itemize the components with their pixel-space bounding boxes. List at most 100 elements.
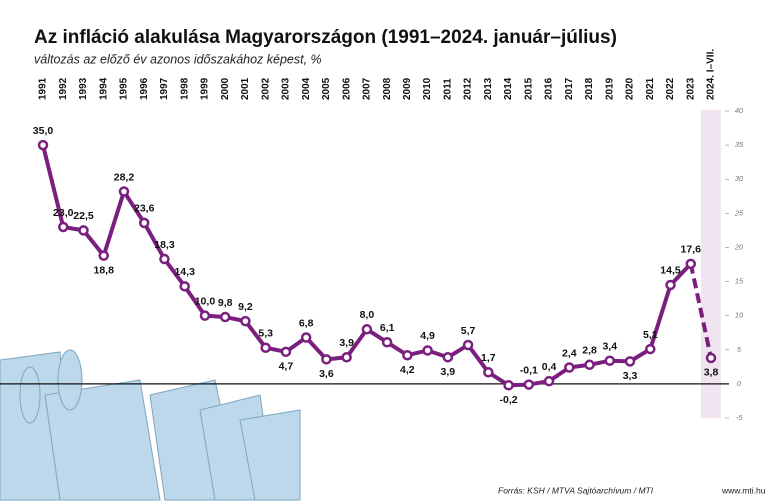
value-label: 8,0 (360, 309, 375, 321)
x-tick-label: 1997 (159, 77, 170, 100)
point (543, 375, 555, 387)
value-label: 5,7 (461, 325, 476, 337)
x-tick-label: 1998 (179, 77, 190, 100)
point (219, 311, 231, 323)
source: Forrás: KSH / MTVA Sajtóarchívum / MTI (498, 485, 654, 495)
value-label: 3,3 (623, 370, 638, 382)
y-tick-label: 20 (734, 242, 744, 251)
point (118, 186, 130, 197)
value-label: 2,4 (562, 347, 577, 359)
point (483, 367, 494, 378)
value-label: 3,4 (602, 340, 617, 352)
y-tick-label: 25 (734, 208, 744, 217)
point (98, 250, 109, 261)
x-tick-label: 2023 (685, 77, 696, 100)
value-label: 4,2 (400, 364, 415, 376)
x-tick-label: 2021 (645, 77, 656, 100)
value-label: 18,3 (154, 239, 175, 251)
value-label: 18,8 (94, 264, 115, 276)
y-tick-label: 40 (735, 106, 744, 115)
point (645, 343, 656, 355)
value-label: -0,1 (520, 364, 538, 376)
bottle-shape (19, 366, 41, 424)
y-tick-label: 15 (735, 277, 744, 286)
x-tick-label: 2007 (362, 77, 373, 100)
value-label: 4,9 (420, 330, 435, 342)
y-tick-label: 0 (737, 379, 742, 388)
point (341, 352, 352, 363)
value-label: -0,2 (500, 394, 518, 406)
value-label: 9,2 (238, 301, 253, 313)
x-tick-label: 2020 (625, 77, 636, 100)
point (685, 258, 697, 270)
point (564, 362, 575, 373)
website: www.mti.hu (721, 485, 766, 495)
x-tick-label: 2015 (523, 77, 534, 100)
x-tick-label: 1991 (38, 77, 49, 100)
x-tick-label: 2012 (463, 77, 474, 100)
y-tick-label: 35 (735, 140, 744, 149)
x-tick-label: 2013 (483, 77, 494, 100)
value-label: 3,6 (319, 368, 334, 380)
bottle-shape (57, 349, 83, 411)
x-tick-label: 2004 (301, 77, 312, 100)
point (159, 253, 170, 265)
point (705, 352, 717, 364)
point (665, 279, 676, 291)
point (422, 345, 433, 356)
x-tick-label: 2005 (321, 77, 332, 100)
x-tick-label: 2018 (584, 77, 595, 100)
x-tick-label: 2014 (503, 77, 514, 100)
x-tick-label: 1993 (78, 77, 89, 100)
x-tick-label: 2022 (665, 77, 676, 100)
point (462, 339, 474, 351)
point (280, 346, 292, 358)
x-tick-label: 2006 (341, 77, 352, 100)
point (260, 342, 271, 353)
value-label: 2,8 (582, 345, 597, 357)
x-tick-label: 2003 (281, 77, 292, 100)
chart-subtitle: változás az előző év azonos időszakához … (34, 52, 322, 66)
y-tick-label: -5 (736, 413, 743, 422)
y-tick-label: 30 (735, 174, 744, 183)
value-label: 6,1 (380, 322, 395, 334)
point (402, 349, 413, 361)
y-tick-label: 5 (737, 345, 742, 354)
x-tick-label: 2000 (220, 77, 231, 100)
point (604, 355, 616, 366)
value-label: 0,4 (542, 361, 557, 373)
value-label: 23,0 (53, 207, 74, 219)
x-tick-label: 2010 (422, 77, 433, 100)
x-tick-label: 2019 (604, 77, 615, 100)
value-label: 28,2 (114, 171, 135, 183)
x-tick-label: 1996 (139, 77, 150, 100)
x-tick-label: 1992 (58, 77, 69, 100)
value-label: 14,3 (174, 266, 195, 278)
value-label: 17,6 (681, 244, 702, 256)
point (78, 225, 89, 236)
x-tick-label: 2017 (564, 77, 575, 100)
value-label: 35,0 (33, 125, 54, 137)
illustration (0, 349, 301, 501)
value-label: 5,3 (258, 328, 273, 340)
x-tick-label: 2002 (260, 77, 271, 100)
point (584, 359, 595, 371)
value-label: 22,5 (73, 210, 94, 222)
x-tick-label: 2016 (544, 77, 555, 100)
value-label: 5,1 (643, 329, 658, 341)
x-tick-label: 2011 (442, 78, 453, 100)
point (57, 221, 69, 233)
value-label: 1,7 (481, 352, 496, 364)
value-label: 3,9 (339, 337, 354, 349)
value-label: 10,0 (195, 295, 216, 307)
y-tick-label: 10 (735, 311, 744, 320)
point (179, 281, 190, 292)
value-label: 23,6 (134, 203, 155, 215)
x-tick-label: 2001 (240, 77, 251, 100)
x-tick-label: 2009 (402, 77, 413, 100)
point (138, 217, 150, 229)
x-tick-label: 1995 (119, 77, 130, 100)
point (240, 315, 251, 327)
point (199, 310, 211, 321)
